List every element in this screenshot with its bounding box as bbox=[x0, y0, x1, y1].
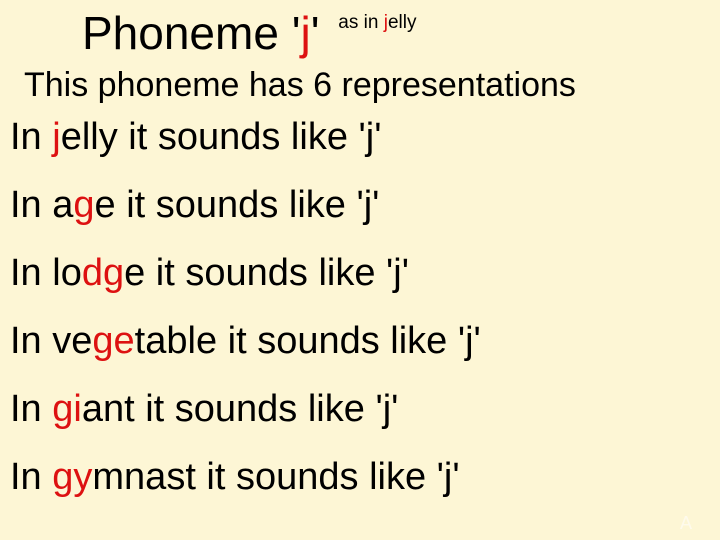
title-post: ' bbox=[311, 7, 320, 59]
line-post: e it sounds like 'j' bbox=[124, 252, 409, 294]
line-pre: In lo bbox=[10, 252, 82, 294]
subtitle: This phoneme has 6 representations bbox=[24, 66, 576, 105]
line-hl: gy bbox=[52, 456, 92, 498]
line-post: ant it sounds like 'j' bbox=[82, 388, 399, 430]
title-main: Phoneme 'j' bbox=[82, 7, 332, 59]
line-pre: In ve bbox=[10, 320, 92, 362]
line-hl: gi bbox=[52, 388, 82, 430]
line-post: elly it sounds like 'j' bbox=[61, 116, 382, 158]
body-line: In lodge it sounds like 'j' bbox=[10, 254, 710, 292]
body-line: In vegetable it sounds like 'j' bbox=[10, 322, 710, 360]
title-sub-post: elly bbox=[388, 12, 417, 33]
line-post: mnast it sounds like 'j' bbox=[92, 456, 459, 498]
line-pre: In bbox=[10, 388, 52, 430]
body-line: In gymnast it sounds like 'j' bbox=[10, 458, 710, 496]
body-line: In jelly it sounds like 'j' bbox=[10, 118, 710, 156]
footer-mark: A bbox=[680, 513, 692, 534]
line-hl: dg bbox=[82, 252, 124, 294]
line-post: e it sounds like 'j' bbox=[95, 184, 380, 226]
line-hl: ge bbox=[92, 320, 134, 362]
title-sub: as in jelly bbox=[338, 12, 416, 34]
body: In jelly it sounds like 'j' In age it so… bbox=[10, 118, 710, 526]
line-pre: In bbox=[10, 456, 52, 498]
body-line: In giant it sounds like 'j' bbox=[10, 390, 710, 428]
title-sub-pre: as in bbox=[338, 12, 383, 33]
title-letter: j bbox=[300, 7, 310, 59]
line-hl: j bbox=[52, 116, 60, 158]
title-row: Phoneme 'j' as in jelly bbox=[0, 6, 720, 60]
line-pre: In a bbox=[10, 184, 73, 226]
line-pre: In bbox=[10, 116, 52, 158]
slide: Phoneme 'j' as in jelly This phoneme has… bbox=[0, 0, 720, 540]
line-hl: g bbox=[73, 184, 94, 226]
title-pre: Phoneme ' bbox=[82, 7, 300, 59]
line-post: table it sounds like 'j' bbox=[135, 320, 481, 362]
body-line: In age it sounds like 'j' bbox=[10, 186, 710, 224]
